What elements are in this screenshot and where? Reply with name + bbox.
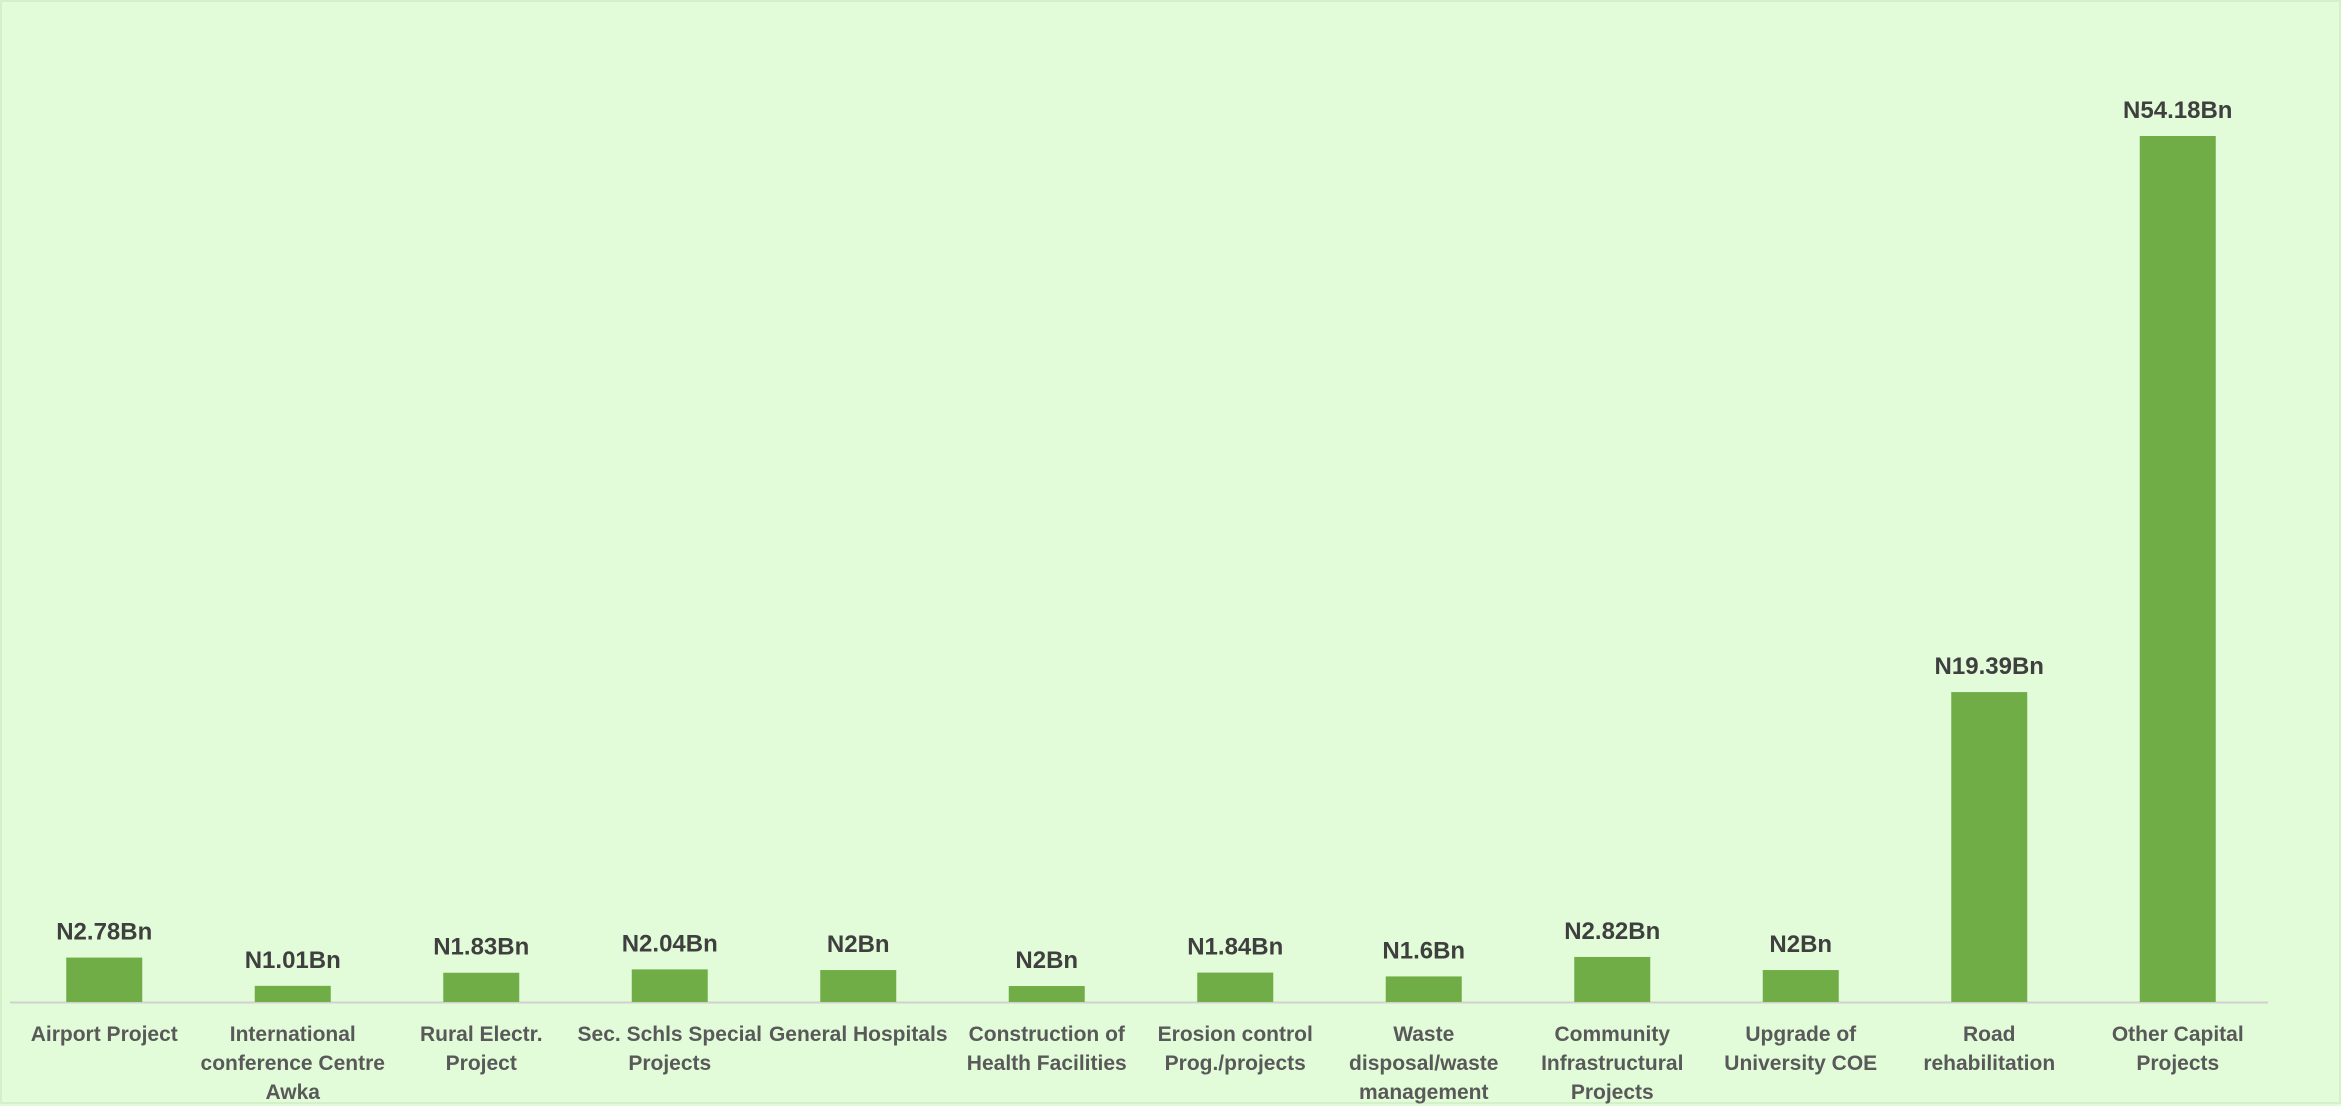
category-label: Airport Project [31, 1023, 178, 1046]
category-label: Road rehabilitation [1923, 1023, 2055, 1075]
data-label: N2Bn [827, 931, 890, 958]
category-label: Community Infrastructural Projects [1541, 1023, 1683, 1104]
data-label: N19.39Bn [1935, 653, 2044, 680]
bar [1008, 986, 1085, 1002]
data-label: N1.6Bn [1382, 937, 1465, 964]
data-label: N1.83Bn [433, 934, 529, 961]
data-label: N2.78Bn [56, 919, 152, 946]
category-label: International conference Centre Awka [201, 1023, 385, 1104]
bar [254, 985, 331, 1002]
data-label: N2.82Bn [1564, 918, 1660, 945]
data-label: N54.18Bn [2123, 97, 2232, 124]
category-label: Rural Electr. Project [420, 1023, 543, 1075]
category-label: Waste disposal/waste management [1349, 1023, 1498, 1104]
bar [1385, 976, 1462, 1002]
data-label: N2Bn [1769, 931, 1832, 958]
category-label: Erosion control Prog./projects [1158, 1023, 1313, 1075]
data-label: N1.01Bn [245, 947, 341, 974]
category-label: General Hospitals [769, 1023, 948, 1046]
bar [1762, 970, 1839, 1002]
bar [820, 970, 897, 1002]
data-label: N2.04Bn [622, 930, 718, 957]
category-label: Construction of Health Facilities [967, 1023, 1127, 1075]
bar [1951, 692, 2028, 1002]
bar [631, 969, 708, 1002]
data-label: N2Bn [1015, 947, 1078, 974]
bar [1197, 972, 1274, 1002]
data-label: N1.84Bn [1187, 934, 1283, 961]
bar [1574, 956, 1651, 1002]
category-label: Other Capital Projects [2112, 1023, 2244, 1075]
bar [66, 957, 143, 1002]
category-label: Sec. Schls Special Projects [578, 1023, 762, 1075]
bar [443, 972, 520, 1002]
category-label: Upgrade of University COE [1724, 1023, 1877, 1075]
bar [2139, 136, 2216, 1002]
